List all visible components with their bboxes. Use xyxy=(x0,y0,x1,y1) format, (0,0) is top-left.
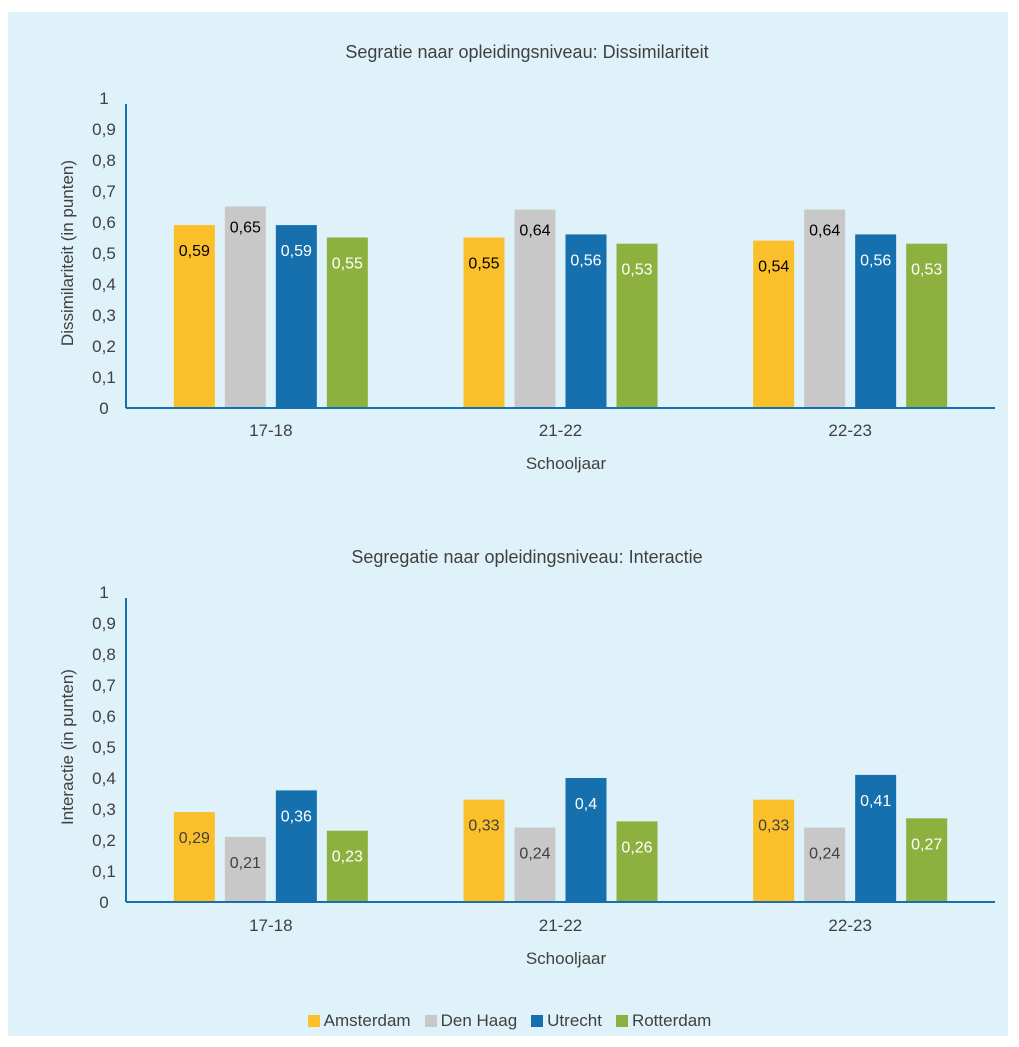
y-tick-label: 0,8 xyxy=(92,151,116,170)
data-label: 0,65 xyxy=(230,220,261,237)
data-label: 0,59 xyxy=(281,243,312,260)
bar-amsterdam xyxy=(463,237,505,408)
data-label: 0,24 xyxy=(809,846,840,863)
data-label: 0,21 xyxy=(230,855,261,872)
y-tick-label: 0,3 xyxy=(92,306,116,325)
bar-amsterdam xyxy=(173,225,215,408)
x-tick-label: 17-18 xyxy=(249,916,292,935)
y-tick-label: 0,3 xyxy=(92,800,116,819)
legend-item-rotterdam: Rotterdam xyxy=(615,1011,712,1031)
data-label: 0,4 xyxy=(575,796,597,813)
bar-amsterdam xyxy=(463,799,505,902)
chart-title-dissimilarity: Segratie naar opleidingsniveau: Dissimil… xyxy=(345,42,708,62)
y-tick-label: 0,4 xyxy=(92,769,116,788)
bar-utrecht xyxy=(275,790,317,902)
y-tick-label: 0,9 xyxy=(92,614,116,633)
bar-utrecht xyxy=(565,234,607,408)
bar-rotterdam xyxy=(906,818,948,902)
bar-amsterdam xyxy=(173,812,215,902)
bar-den-haag xyxy=(224,836,266,902)
x-tick-label: 22-23 xyxy=(828,916,871,935)
bar-den-haag xyxy=(224,206,266,408)
y-tick-label: 0,1 xyxy=(92,862,116,881)
y-tick-label: 0 xyxy=(99,399,108,418)
data-label: 0,55 xyxy=(332,256,363,273)
bar-den-haag xyxy=(514,209,556,408)
bar-den-haag xyxy=(804,827,846,902)
legend-label-den-haag: Den Haag xyxy=(440,1011,518,1030)
legend-item-amsterdam: Amsterdam xyxy=(307,1011,411,1031)
bar-rotterdam xyxy=(326,830,368,902)
bar-amsterdam xyxy=(753,240,795,408)
bar-rotterdam xyxy=(616,821,658,902)
legend: Amsterdam Den Haag Utrecht Rotterdam xyxy=(0,1008,1019,1034)
y-tick-label: 0,4 xyxy=(92,275,116,294)
y-tick-label: 0,9 xyxy=(92,120,116,139)
legend-label-utrecht: Utrecht xyxy=(547,1011,602,1030)
y-tick-label: 1 xyxy=(99,583,108,602)
data-label: 0,27 xyxy=(911,836,942,853)
legend-swatch-rotterdam xyxy=(615,1015,628,1027)
legend-item-utrecht: Utrecht xyxy=(531,1011,602,1031)
data-label: 0,26 xyxy=(621,839,652,856)
x-tick-label: 21-22 xyxy=(539,916,582,935)
y-tick-label: 0,8 xyxy=(92,645,116,664)
bar-rotterdam xyxy=(906,243,948,408)
x-axis-label-interaction: Schooljaar xyxy=(526,949,607,968)
legend-swatch-utrecht xyxy=(531,1015,544,1027)
data-label: 0,55 xyxy=(468,256,499,273)
bar-utrecht xyxy=(565,778,607,902)
data-label: 0,53 xyxy=(911,262,942,279)
y-tick-label: 0,6 xyxy=(92,707,116,726)
data-label: 0,24 xyxy=(519,846,550,863)
data-label: 0,53 xyxy=(621,262,652,279)
y-tick-label: 1 xyxy=(99,89,108,108)
data-label: 0,64 xyxy=(809,223,840,240)
legend-swatch-amsterdam xyxy=(307,1015,320,1027)
x-tick-label: 22-23 xyxy=(828,421,871,440)
legend-label-amsterdam: Amsterdam xyxy=(323,1011,411,1030)
data-label: 0,29 xyxy=(179,830,210,847)
chart-title-interaction: Segregatie naar opleidingsniveau: Intera… xyxy=(351,547,702,567)
data-label: 0,23 xyxy=(332,849,363,866)
data-label: 0,56 xyxy=(570,252,601,269)
bar-utrecht xyxy=(855,234,897,408)
data-label: 0,64 xyxy=(519,223,550,240)
bar-utrecht xyxy=(275,225,317,408)
data-label: 0,33 xyxy=(468,818,499,835)
x-tick-label: 21-22 xyxy=(539,421,582,440)
y-tick-label: 0,2 xyxy=(92,831,116,850)
data-label: 0,59 xyxy=(179,243,210,260)
y-axis-label-interaction: Interactie (in punten) xyxy=(58,669,77,825)
data-label: 0,54 xyxy=(758,259,789,276)
bar-rotterdam xyxy=(616,243,658,408)
legend-label-rotterdam: Rotterdam xyxy=(631,1011,712,1030)
y-tick-label: 0,2 xyxy=(92,337,116,356)
y-axis-label-dissimilarity: Dissimilariteit (in punten) xyxy=(58,160,77,346)
bar-amsterdam xyxy=(753,799,795,902)
y-tick-label: 0,5 xyxy=(92,738,116,757)
legend-swatch-den-haag xyxy=(424,1015,437,1027)
data-label: 0,36 xyxy=(281,808,312,825)
data-label: 0,56 xyxy=(860,252,891,269)
y-tick-label: 0 xyxy=(99,893,108,912)
y-tick-label: 0,7 xyxy=(92,676,116,695)
bar-den-haag xyxy=(514,827,556,902)
bar-utrecht xyxy=(855,774,897,902)
x-axis-label-dissimilarity: Schooljaar xyxy=(526,454,607,473)
y-tick-label: 0,6 xyxy=(92,213,116,232)
legend-item-den-haag: Den Haag xyxy=(424,1011,518,1031)
bar-den-haag xyxy=(804,209,846,408)
y-tick-label: 0,7 xyxy=(92,182,116,201)
data-label: 0,41 xyxy=(860,793,891,810)
y-tick-label: 0,1 xyxy=(92,368,116,387)
y-tick-label: 0,5 xyxy=(92,244,116,263)
x-tick-label: 17-18 xyxy=(249,421,292,440)
data-label: 0,33 xyxy=(758,818,789,835)
bar-rotterdam xyxy=(326,237,368,408)
